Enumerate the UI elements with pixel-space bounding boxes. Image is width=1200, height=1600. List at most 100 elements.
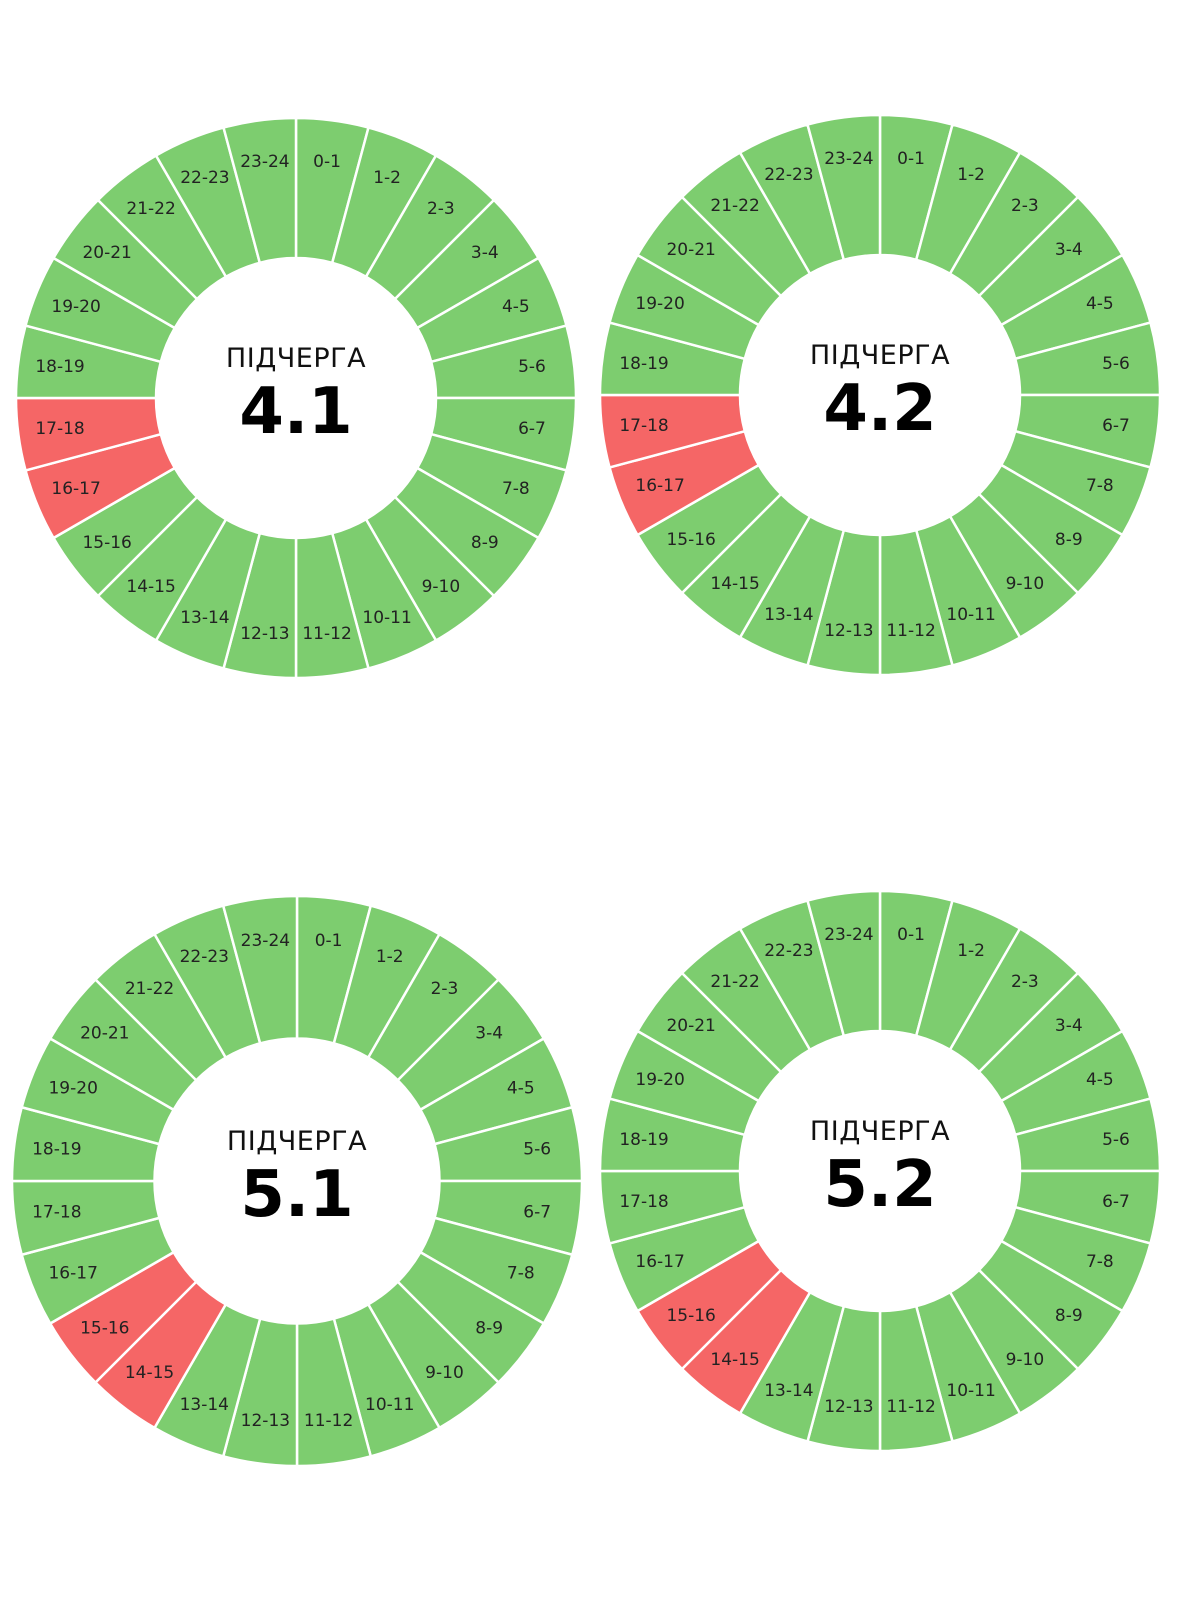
hour-label-6-7: 6-7 xyxy=(518,419,546,439)
hour-label-8-9: 8-9 xyxy=(475,1318,503,1338)
hour-label-4-5: 4-5 xyxy=(507,1078,535,1098)
hour-label-16-17: 16-17 xyxy=(48,1264,97,1284)
hour-label-6-7: 6-7 xyxy=(1102,416,1130,436)
hour-label-18-19: 18-19 xyxy=(35,357,84,377)
hour-label-0-1: 0-1 xyxy=(897,149,925,169)
hour-label-11-12: 11-12 xyxy=(886,621,935,641)
hour-label-19-20: 19-20 xyxy=(635,1070,684,1090)
hour-label-5-6: 5-6 xyxy=(518,357,546,377)
hour-label-2-3: 2-3 xyxy=(427,199,455,219)
hour-label-22-23: 22-23 xyxy=(180,947,229,967)
hour-label-7-8: 7-8 xyxy=(507,1264,535,1284)
hour-segment-23-24-power xyxy=(221,894,299,1045)
hour-label-12-13: 12-13 xyxy=(824,1397,873,1417)
hour-label-21-22: 21-22 xyxy=(125,979,174,999)
hour-label-20-21: 20-21 xyxy=(666,240,715,260)
hour-label-21-22: 21-22 xyxy=(710,196,759,216)
hour-label-3-4: 3-4 xyxy=(1055,1016,1083,1036)
hour-label-11-12: 11-12 xyxy=(304,1411,353,1431)
hour-label-21-22: 21-22 xyxy=(710,972,759,992)
hour-segment-23-24-power xyxy=(806,113,882,262)
hour-label-12-13: 12-13 xyxy=(240,624,289,644)
schedule-wheel-5-2: 0-1 1-2 2-3 3-4 4-5 5-6 6-7 7-8 8-9 9-10 10-11 11-1… xyxy=(598,889,1162,1453)
hour-label-16-17: 16-17 xyxy=(635,476,684,496)
schedule-wheel-4-2: 0-1 1-2 2-3 3-4 4-5 5-6 6-7 7-8 8-9 9-10 10-11 11-1… xyxy=(598,113,1162,677)
wheel-svg: 0-1 1-2 2-3 3-4 4-5 5-6 6-7 7-8 8-9 9-10 10-11 11-1… xyxy=(10,894,584,1468)
hour-label-23-24: 23-24 xyxy=(824,149,873,169)
hour-label-3-4: 3-4 xyxy=(471,243,499,263)
hour-label-0-1: 0-1 xyxy=(313,152,341,172)
hour-label-14-15: 14-15 xyxy=(125,1363,174,1383)
hour-label-8-9: 8-9 xyxy=(1055,1306,1083,1326)
wheel-svg: 0-1 1-2 2-3 3-4 4-5 5-6 6-7 7-8 8-9 9-10 10-11 11-1… xyxy=(598,889,1162,1453)
hour-label-17-18: 17-18 xyxy=(32,1203,81,1223)
hour-label-14-15: 14-15 xyxy=(710,1350,759,1370)
hour-label-6-7: 6-7 xyxy=(1102,1192,1130,1212)
hour-label-20-21: 20-21 xyxy=(80,1024,129,1044)
hour-label-0-1: 0-1 xyxy=(897,925,925,945)
hour-label-2-3: 2-3 xyxy=(1011,196,1039,216)
hour-label-21-22: 21-22 xyxy=(126,199,175,219)
hour-label-14-15: 14-15 xyxy=(126,577,175,597)
hour-label-17-18: 17-18 xyxy=(619,416,668,436)
hour-label-3-4: 3-4 xyxy=(1055,240,1083,260)
hour-label-23-24: 23-24 xyxy=(240,152,289,172)
hour-label-4-5: 4-5 xyxy=(1086,1070,1114,1090)
hour-label-9-10: 9-10 xyxy=(1006,1350,1045,1370)
hour-label-22-23: 22-23 xyxy=(764,165,813,185)
wheel-svg: 0-1 1-2 2-3 3-4 4-5 5-6 6-7 7-8 8-9 9-10 10-11 11-1… xyxy=(14,116,578,680)
hour-label-9-10: 9-10 xyxy=(425,1363,464,1383)
hour-label-18-19: 18-19 xyxy=(32,1139,81,1159)
hour-segment-23-24-power xyxy=(222,116,298,265)
hour-label-0-1: 0-1 xyxy=(315,931,343,951)
hour-label-9-10: 9-10 xyxy=(422,577,461,597)
hour-label-4-5: 4-5 xyxy=(502,297,530,317)
hour-label-16-17: 16-17 xyxy=(635,1252,684,1272)
hour-label-11-12: 11-12 xyxy=(302,624,351,644)
hour-label-15-16: 15-16 xyxy=(666,1306,715,1326)
hour-label-13-14: 13-14 xyxy=(764,1381,813,1401)
hour-label-1-2: 1-2 xyxy=(376,947,404,967)
hour-label-14-15: 14-15 xyxy=(710,574,759,594)
hour-label-18-19: 18-19 xyxy=(619,354,668,374)
hour-label-2-3: 2-3 xyxy=(1011,972,1039,992)
hour-label-17-18: 17-18 xyxy=(619,1192,668,1212)
hour-label-18-19: 18-19 xyxy=(619,1130,668,1150)
hour-label-20-21: 20-21 xyxy=(666,1016,715,1036)
hour-label-6-7: 6-7 xyxy=(523,1203,551,1223)
hour-label-9-10: 9-10 xyxy=(1006,574,1045,594)
hour-label-3-4: 3-4 xyxy=(475,1024,503,1044)
hour-label-13-14: 13-14 xyxy=(764,605,813,625)
hour-label-7-8: 7-8 xyxy=(502,479,530,499)
hour-label-10-11: 10-11 xyxy=(946,605,995,625)
hour-label-19-20: 19-20 xyxy=(635,294,684,314)
hour-label-13-14: 13-14 xyxy=(180,608,229,628)
hour-segment-23-24-power xyxy=(806,889,882,1038)
hour-label-8-9: 8-9 xyxy=(471,533,499,553)
hour-label-17-18: 17-18 xyxy=(35,419,84,439)
hour-label-19-20: 19-20 xyxy=(51,297,100,317)
hour-label-1-2: 1-2 xyxy=(373,168,401,188)
hour-label-1-2: 1-2 xyxy=(957,941,985,961)
schedule-wheel-5-1: 0-1 1-2 2-3 3-4 4-5 5-6 6-7 7-8 8-9 9-10 10-11 11-1… xyxy=(10,894,584,1468)
hour-label-16-17: 16-17 xyxy=(51,479,100,499)
hour-label-5-6: 5-6 xyxy=(1102,354,1130,374)
hour-label-23-24: 23-24 xyxy=(824,925,873,945)
schedule-wheel-4-1: 0-1 1-2 2-3 3-4 4-5 5-6 6-7 7-8 8-9 9-10 10-11 11-1… xyxy=(14,116,578,680)
hour-label-13-14: 13-14 xyxy=(180,1395,229,1415)
wheel-svg: 0-1 1-2 2-3 3-4 4-5 5-6 6-7 7-8 8-9 9-10 10-11 11-1… xyxy=(598,113,1162,677)
hour-label-5-6: 5-6 xyxy=(523,1139,551,1159)
hour-label-10-11: 10-11 xyxy=(362,608,411,628)
hour-label-15-16: 15-16 xyxy=(80,1318,129,1338)
hour-label-1-2: 1-2 xyxy=(957,165,985,185)
hour-label-12-13: 12-13 xyxy=(824,621,873,641)
hour-label-22-23: 22-23 xyxy=(180,168,229,188)
hour-label-4-5: 4-5 xyxy=(1086,294,1114,314)
hour-label-12-13: 12-13 xyxy=(241,1411,290,1431)
hour-label-19-20: 19-20 xyxy=(48,1078,97,1098)
hour-label-10-11: 10-11 xyxy=(365,1395,414,1415)
hour-label-2-3: 2-3 xyxy=(431,979,459,999)
hour-label-22-23: 22-23 xyxy=(764,941,813,961)
hour-label-7-8: 7-8 xyxy=(1086,476,1114,496)
hour-label-23-24: 23-24 xyxy=(241,931,290,951)
